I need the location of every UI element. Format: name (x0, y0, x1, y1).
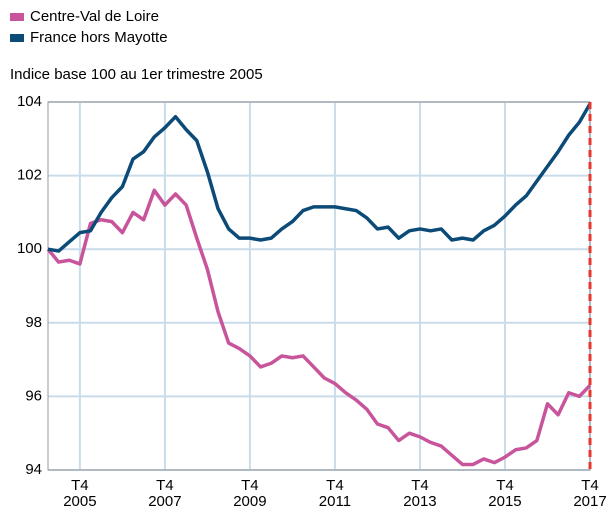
legend-swatch (10, 34, 24, 42)
x-tick-label: T4 2011 (318, 477, 352, 510)
series-line (47, 102, 592, 253)
y-tick-label: 104 (17, 93, 42, 110)
series-line (46, 188, 592, 467)
y-tick-label: 100 (17, 240, 42, 257)
y-tick-label: 94 (25, 461, 42, 478)
plot-frame (47, 101, 591, 471)
legend-label: Centre-Val de Loire (30, 8, 159, 25)
x-tick-label: T4 2015 (488, 477, 522, 510)
x-tick-label: T4 2007 (148, 477, 182, 510)
x-tick-label: T4 2005 (63, 477, 97, 510)
x-tick-label: T4 2013 (403, 477, 437, 510)
y-tick-label: 96 (25, 387, 42, 404)
y-tick-label: 98 (25, 314, 42, 331)
y-tick-label: 102 (17, 167, 42, 184)
legend-label: France hors Mayotte (30, 29, 168, 46)
x-tick-label: T4 2009 (233, 477, 267, 510)
legend-swatch (10, 13, 24, 21)
x-tick-label: T4 2017 (573, 477, 607, 510)
chart-subtitle: Indice base 100 au 1er trimestre 2005 (10, 66, 263, 83)
